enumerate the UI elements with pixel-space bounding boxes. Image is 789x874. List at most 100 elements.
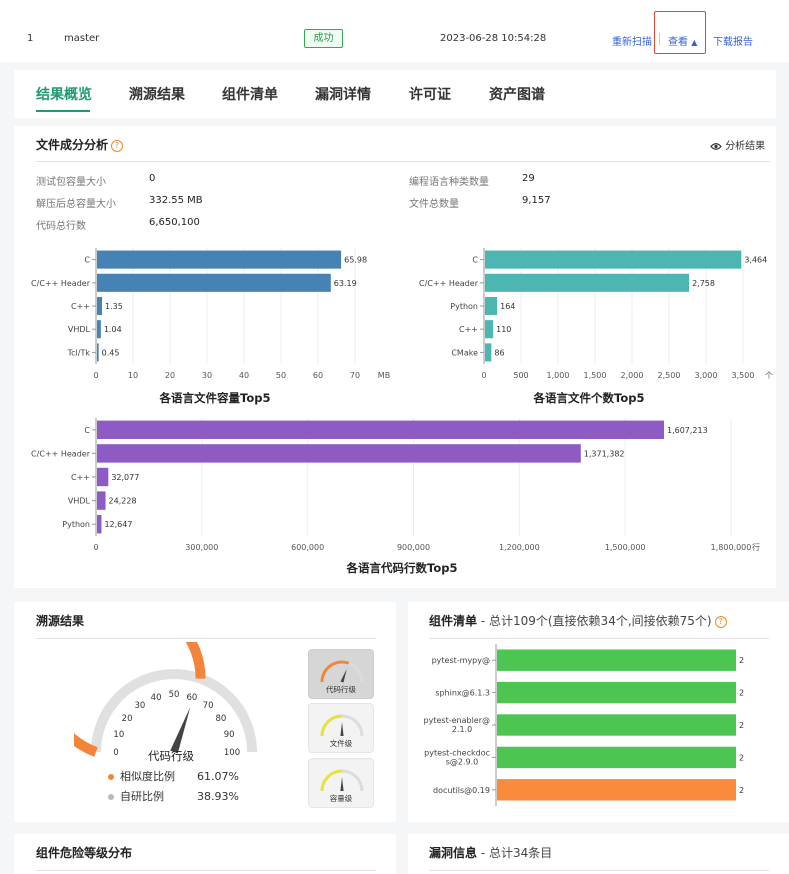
- value-label: 65.98: [344, 256, 367, 265]
- analyze-result-button[interactable]: 分析结果: [710, 137, 765, 152]
- divider: [36, 870, 376, 871]
- gauge-tick-label: 30: [134, 701, 145, 711]
- tick-label: 60: [313, 371, 323, 380]
- gauge-tick-label: 90: [224, 730, 235, 740]
- help-icon[interactable]: ?: [714, 615, 727, 628]
- mini-gauge-file[interactable]: 文件级: [308, 703, 374, 753]
- tick-label: 1,000: [547, 371, 570, 380]
- tick-label: 2,500: [658, 371, 681, 380]
- view-link[interactable]: 查看 ▲: [668, 37, 698, 48]
- bar: [497, 746, 736, 769]
- value-label: 1,607,213: [667, 426, 708, 435]
- tab-licenses[interactable]: 许可证: [409, 87, 451, 103]
- tick-label: 0: [481, 371, 486, 380]
- category-label: C/C++ Header: [31, 279, 91, 288]
- mini-gauge-code-line[interactable]: 代码行级: [308, 649, 374, 699]
- value-label: 2: [739, 656, 744, 665]
- view-highlight-box: [654, 11, 706, 54]
- eye-icon: [710, 141, 722, 152]
- task-index: 1: [27, 33, 34, 44]
- task-row: 1 master 成功 2023-06-28 10:54:28 重新扫描 查看 …: [0, 0, 789, 62]
- bar: [97, 420, 664, 440]
- value-label: 24,228: [109, 497, 137, 506]
- mini-gauge-needle: [340, 777, 344, 791]
- category-label: pytest-mypy@: [432, 656, 490, 665]
- value-label: 1.04: [104, 325, 122, 334]
- gauge-track: [91, 669, 257, 753]
- tick-label: 0: [93, 543, 98, 552]
- bar: [485, 343, 492, 362]
- tab-asset-graph[interactable]: 资产图谱: [489, 87, 545, 103]
- stat-value: 6,650,100: [149, 217, 200, 228]
- category-label: C: [84, 426, 90, 435]
- bar: [497, 681, 736, 704]
- bar: [497, 779, 736, 801]
- bar: [97, 491, 106, 510]
- stat-label: 文件总数量: [409, 199, 459, 210]
- bar: [97, 273, 331, 292]
- category-label: docutils@0.19: [433, 786, 490, 795]
- category-label: C: [84, 256, 90, 265]
- value-label: 110: [496, 325, 511, 334]
- tab-vulnerabilities[interactable]: 漏洞详情: [315, 87, 371, 103]
- bar: [97, 467, 109, 487]
- caret-up-icon: ▲: [691, 38, 698, 47]
- bar: [97, 320, 101, 339]
- gauge-tick-label: 80: [216, 714, 227, 724]
- value-label: 1,371,382: [584, 449, 625, 458]
- divider: [36, 161, 770, 162]
- value-label: 164: [500, 302, 515, 311]
- tick-label: 10: [128, 371, 138, 380]
- bar: [497, 714, 736, 736]
- value-label: 2: [739, 721, 744, 730]
- download-report-link[interactable]: 下载报告: [713, 37, 753, 48]
- value-label: 2: [739, 753, 744, 762]
- bar: [97, 514, 102, 534]
- category-label: C/C++ Header: [419, 279, 479, 288]
- bar: [485, 320, 494, 339]
- tab-components[interactable]: 组件清单: [222, 87, 278, 103]
- divider: [429, 638, 769, 639]
- category-label: CMake: [451, 348, 478, 357]
- mini-gauge-capacity[interactable]: 容量级: [308, 758, 374, 808]
- risk-title: 组件危险等级分布: [36, 846, 133, 860]
- bar: [97, 250, 342, 269]
- gauge-tick-label: 60: [187, 693, 198, 703]
- category-label: Python: [62, 520, 90, 529]
- vuln-card: 漏洞信息 - 总计34条目: [408, 834, 789, 874]
- rescan-link[interactable]: 重新扫描: [612, 37, 652, 48]
- mini-gauge-needle: [340, 722, 344, 736]
- category-label: VHDL: [68, 325, 91, 334]
- tick-label: 1,200,000: [499, 543, 540, 552]
- bar: [97, 296, 102, 316]
- result-tabs: 结果概览 溯源结果 组件清单 漏洞详情 许可证 资产图谱: [14, 70, 776, 118]
- help-icon[interactable]: ?: [111, 139, 124, 152]
- components-card: 组件清单 - 总计109个(直接依赖34个,间接依赖75个)? pytest-m…: [408, 602, 789, 822]
- category-label: VHDL: [68, 497, 91, 506]
- unit-label: MB: [378, 371, 390, 380]
- gauge-tick-label: 70: [203, 701, 214, 711]
- category-label: C++: [71, 473, 90, 482]
- gauge-tick-label: 100: [224, 748, 240, 758]
- value-label: 3,464: [744, 256, 767, 265]
- category-label: C++: [71, 302, 90, 311]
- legend-similarity: 相似度比例 61.07%: [108, 768, 239, 784]
- unit-label: 个: [765, 371, 773, 380]
- stat-label: 编程语言种类数量: [409, 177, 489, 188]
- tab-overview[interactable]: 结果概览: [36, 87, 92, 103]
- tick-label: 3,500: [732, 371, 755, 380]
- category-label: C: [472, 256, 478, 265]
- tab-trace[interactable]: 溯源结果: [129, 87, 185, 103]
- unit-label: 行: [752, 542, 760, 552]
- category-label: Python: [450, 302, 478, 311]
- active-tab-indicator: [36, 110, 90, 112]
- stat-label: 解压后总容量大小: [36, 199, 116, 210]
- divider: [429, 870, 769, 871]
- chart-title: 各语言文件容量Top5: [159, 391, 271, 405]
- legend-dot: [108, 774, 114, 780]
- category-label: pytest-checkdoc s@2.9.0: [424, 748, 490, 766]
- value-label: 63.19: [334, 279, 357, 288]
- category-label: Tcl/Tk: [67, 348, 91, 357]
- tick-label: 3,000: [695, 371, 718, 380]
